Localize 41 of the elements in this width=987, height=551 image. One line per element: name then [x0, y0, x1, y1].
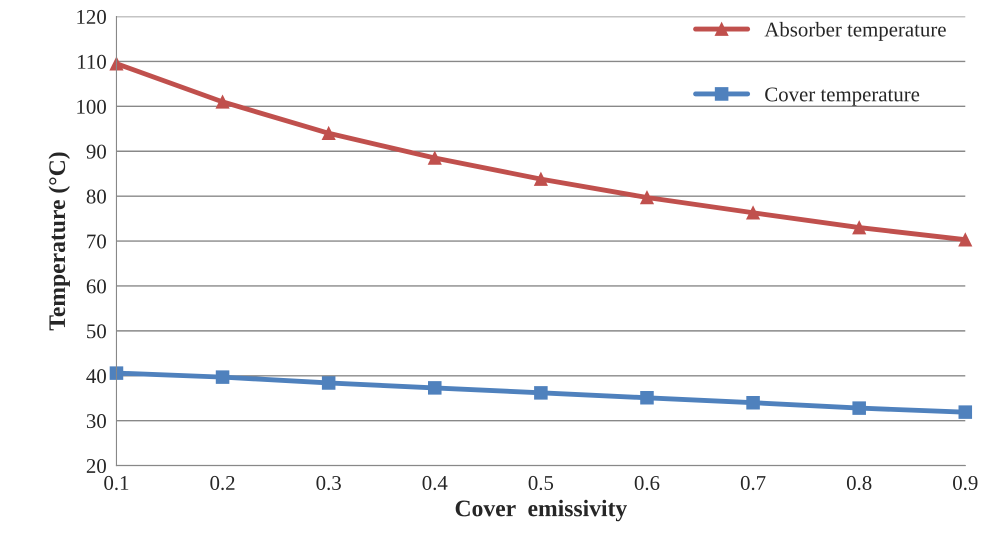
y-tick-label: 60 — [86, 279, 106, 294]
point — [534, 172, 548, 186]
point — [852, 220, 866, 234]
y-tick-label: 110 — [78, 54, 106, 69]
x-tick-label: 0.1 — [104, 476, 128, 490]
y-axis-title: Temperature (°C) — [48, 152, 70, 330]
x-tick-label: 0.6 — [634, 476, 660, 490]
legend-label: Absorber temperature — [764, 22, 946, 41]
point — [216, 370, 230, 384]
x-tick-label: 0.5 — [528, 476, 554, 490]
point — [958, 232, 972, 246]
point — [428, 151, 442, 165]
y-tick-label: 80 — [86, 190, 106, 204]
point — [852, 401, 866, 415]
y-tick-label: 90 — [86, 144, 106, 159]
point — [640, 190, 654, 204]
point — [534, 386, 548, 400]
y-tick-label: 20 — [86, 458, 106, 474]
point — [746, 206, 760, 220]
y-tick-label: 30 — [86, 414, 106, 428]
x-tick-label: 0.7 — [740, 476, 766, 490]
x-tick-label: 0.3 — [316, 476, 341, 490]
point — [322, 376, 336, 390]
y-tick-label: 40 — [86, 369, 106, 384]
x-axis-title: Cover emissivity — [456, 500, 627, 522]
x-tick-label: 0.4 — [422, 476, 448, 490]
point — [322, 126, 336, 140]
x-tick-label: 0.2 — [210, 476, 234, 490]
x-tick-label: 0.9 — [953, 476, 978, 490]
legend-label: Cover temperature — [765, 87, 920, 106]
point — [216, 95, 230, 109]
point — [958, 405, 972, 419]
point — [428, 381, 442, 395]
point — [640, 391, 654, 405]
y-tick-label: 50 — [87, 324, 106, 338]
point — [746, 396, 760, 410]
x-tick-label: 0.8 — [846, 476, 872, 490]
y-tick-label: 120 — [77, 10, 106, 24]
y-tick-label: 70 — [87, 234, 106, 248]
y-tick-label: 100 — [77, 100, 106, 114]
point — [110, 366, 124, 380]
